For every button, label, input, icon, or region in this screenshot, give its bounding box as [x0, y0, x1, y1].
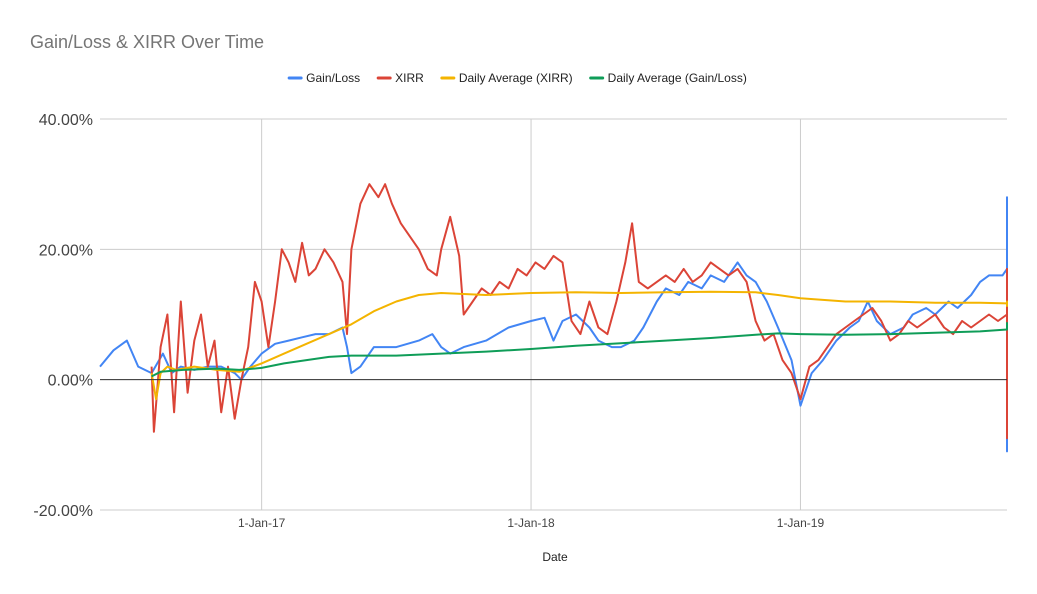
legend-label-daily-average-gain-loss: Daily Average (Gain/Loss) — [608, 71, 747, 85]
series-line-daily-average-gain-loss — [151, 322, 1008, 378]
series-lines — [99, 183, 1008, 453]
chart-title: Gain/Loss & XIRR Over Time — [30, 32, 264, 52]
series-line-gain-loss — [99, 196, 1008, 453]
series-line-xirr — [150, 183, 1008, 440]
x-axis-title: Date — [542, 550, 568, 564]
y-tick-label: 40.00% — [39, 112, 93, 129]
x-tick-label: 1-Jan-18 — [507, 516, 555, 530]
legend: Gain/Loss XIRR Daily Average (XIRR) Daily A… — [287, 71, 747, 85]
x-axis-tick-labels: 1-Jan-171-Jan-181-Jan-191-Jan-20 — [238, 516, 825, 530]
grid — [100, 118, 1007, 511]
y-tick-label: -20.00% — [33, 503, 93, 520]
x-tick-label: 1-Jan-19 — [777, 516, 825, 530]
y-tick-label: 0.00% — [48, 373, 93, 390]
legend-label-xirr: XIRR — [395, 71, 424, 85]
legend-label-gain-loss: Gain/Loss — [306, 71, 360, 85]
y-axis-tick-labels: 40.00% 20.00% 0.00% -20.00% — [33, 112, 93, 520]
y-tick-label: 20.00% — [39, 242, 93, 259]
x-tick-label: 1-Jan-17 — [238, 516, 286, 530]
legend-label-daily-average-xirr: Daily Average (XIRR) — [459, 71, 573, 85]
